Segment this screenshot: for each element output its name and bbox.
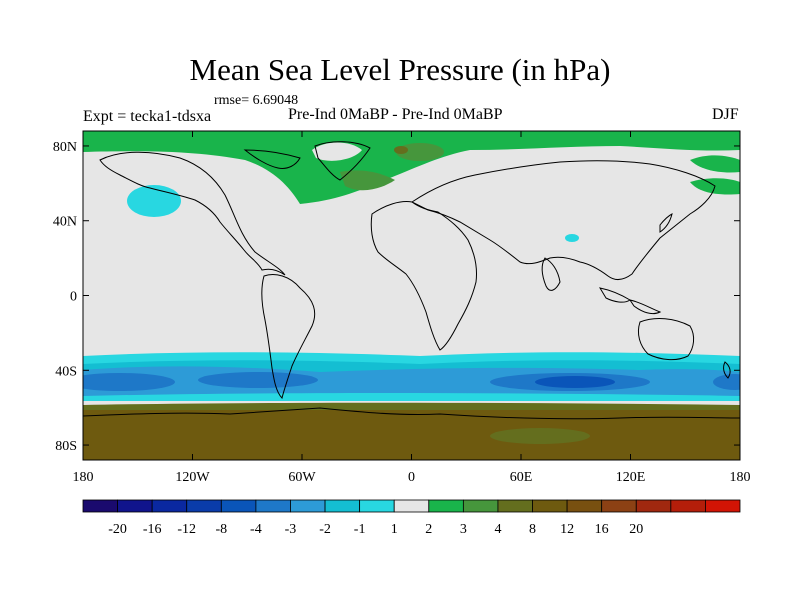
rmse-label: rmse= 6.69048	[214, 93, 299, 108]
map-title: Mean Sea Level Pressure (in hPa)	[189, 52, 611, 87]
colorbar-label: 3	[460, 522, 467, 537]
lon-tick-label: 180	[730, 470, 751, 485]
colorbar-label: 8	[529, 522, 536, 537]
lat-tick-label: 0	[70, 290, 77, 305]
siberia-positive-region	[690, 155, 740, 173]
coastlines	[83, 141, 740, 420]
colorbar-swatch	[670, 499, 706, 513]
colorbar-swatch	[255, 499, 291, 513]
arctic-core-region	[396, 143, 444, 161]
antarctic-plateau-region	[490, 428, 590, 444]
map-field	[83, 131, 740, 460]
experiment-label: Expt = tecka1-tdsxa	[83, 108, 212, 125]
latitude-axis: 80N 40N 0 40S 80S	[53, 140, 740, 454]
colorbar-swatch	[393, 499, 430, 513]
colorbar-swatch	[601, 499, 637, 513]
lat-tick-label: 40S	[55, 364, 77, 379]
colorbar-label: -8	[215, 522, 227, 537]
lon-tick-label: 0	[408, 470, 415, 485]
lon-tick-label: 180	[73, 470, 94, 485]
colorbar-swatch	[705, 499, 741, 513]
colorbar-label: 16	[595, 522, 609, 537]
colorbar-swatch	[428, 499, 464, 513]
comparison-label: Pre-Ind 0MaBP - Pre-Ind 0MaBP	[288, 106, 503, 123]
colorbar-label: -12	[177, 522, 196, 537]
colorbar-swatch	[566, 499, 603, 513]
colorbar-label: 4	[494, 522, 501, 537]
colorbar-label: -3	[285, 522, 297, 537]
colorbar-swatch	[635, 499, 672, 513]
colorbar-label: -2	[319, 522, 331, 537]
southern-low-pacific	[83, 373, 175, 391]
lat-tick-label: 40N	[53, 215, 77, 230]
lon-tick-label: 60W	[288, 470, 316, 485]
colorbar-label: 12	[560, 522, 574, 537]
colorbar-swatch	[324, 499, 361, 513]
colorbar-swatch	[290, 499, 326, 513]
southern-low-indian-core	[535, 376, 615, 388]
lat-tick-label: 80N	[53, 140, 77, 155]
asia-low-region	[565, 234, 579, 242]
southern-ocean-band-4	[83, 393, 740, 402]
colorbar-swatch	[532, 499, 568, 513]
colorbar-swatch	[220, 499, 257, 513]
colorbar-label: 1	[391, 522, 398, 537]
lon-tick-label: 120E	[616, 470, 646, 485]
colorbar-swatch	[359, 499, 395, 513]
longitude-axis: 180 120W 60W 0 60E 120E 180	[73, 131, 751, 485]
colorbar: -20 -16 -12 -8 -4 -3 -2 -1 1 2 3 4 8 12 16 20	[82, 499, 741, 537]
colorbar-label: 2	[425, 522, 432, 537]
colorbar-swatch	[186, 499, 222, 513]
colorbar-label: -20	[108, 522, 127, 537]
southern-low-atlantic	[198, 372, 318, 388]
colorbar-swatch	[82, 499, 118, 513]
greenland-neutral-region	[312, 142, 362, 161]
colorbar-label: 20	[629, 522, 643, 537]
colorbar-swatch	[117, 499, 153, 513]
aleutian-low-region	[127, 185, 181, 217]
colorbar-label: -4	[250, 522, 262, 537]
colorbar-swatch	[497, 499, 533, 513]
arctic-peak-region	[394, 146, 408, 154]
colorbar-swatch	[151, 499, 188, 513]
southern-low-east	[713, 374, 740, 390]
antarctic-positive-region	[83, 410, 740, 460]
colorbar-label: -16	[143, 522, 162, 537]
lon-tick-label: 120W	[175, 470, 210, 485]
colorbar-label: -1	[354, 522, 366, 537]
greenland-positive-region	[340, 170, 395, 191]
lon-tick-label: 60E	[510, 470, 533, 485]
colorbar-swatch	[462, 499, 499, 513]
arctic-positive-region	[83, 131, 740, 204]
lat-tick-label: 80S	[55, 439, 77, 454]
season-label: DJF	[712, 106, 739, 123]
